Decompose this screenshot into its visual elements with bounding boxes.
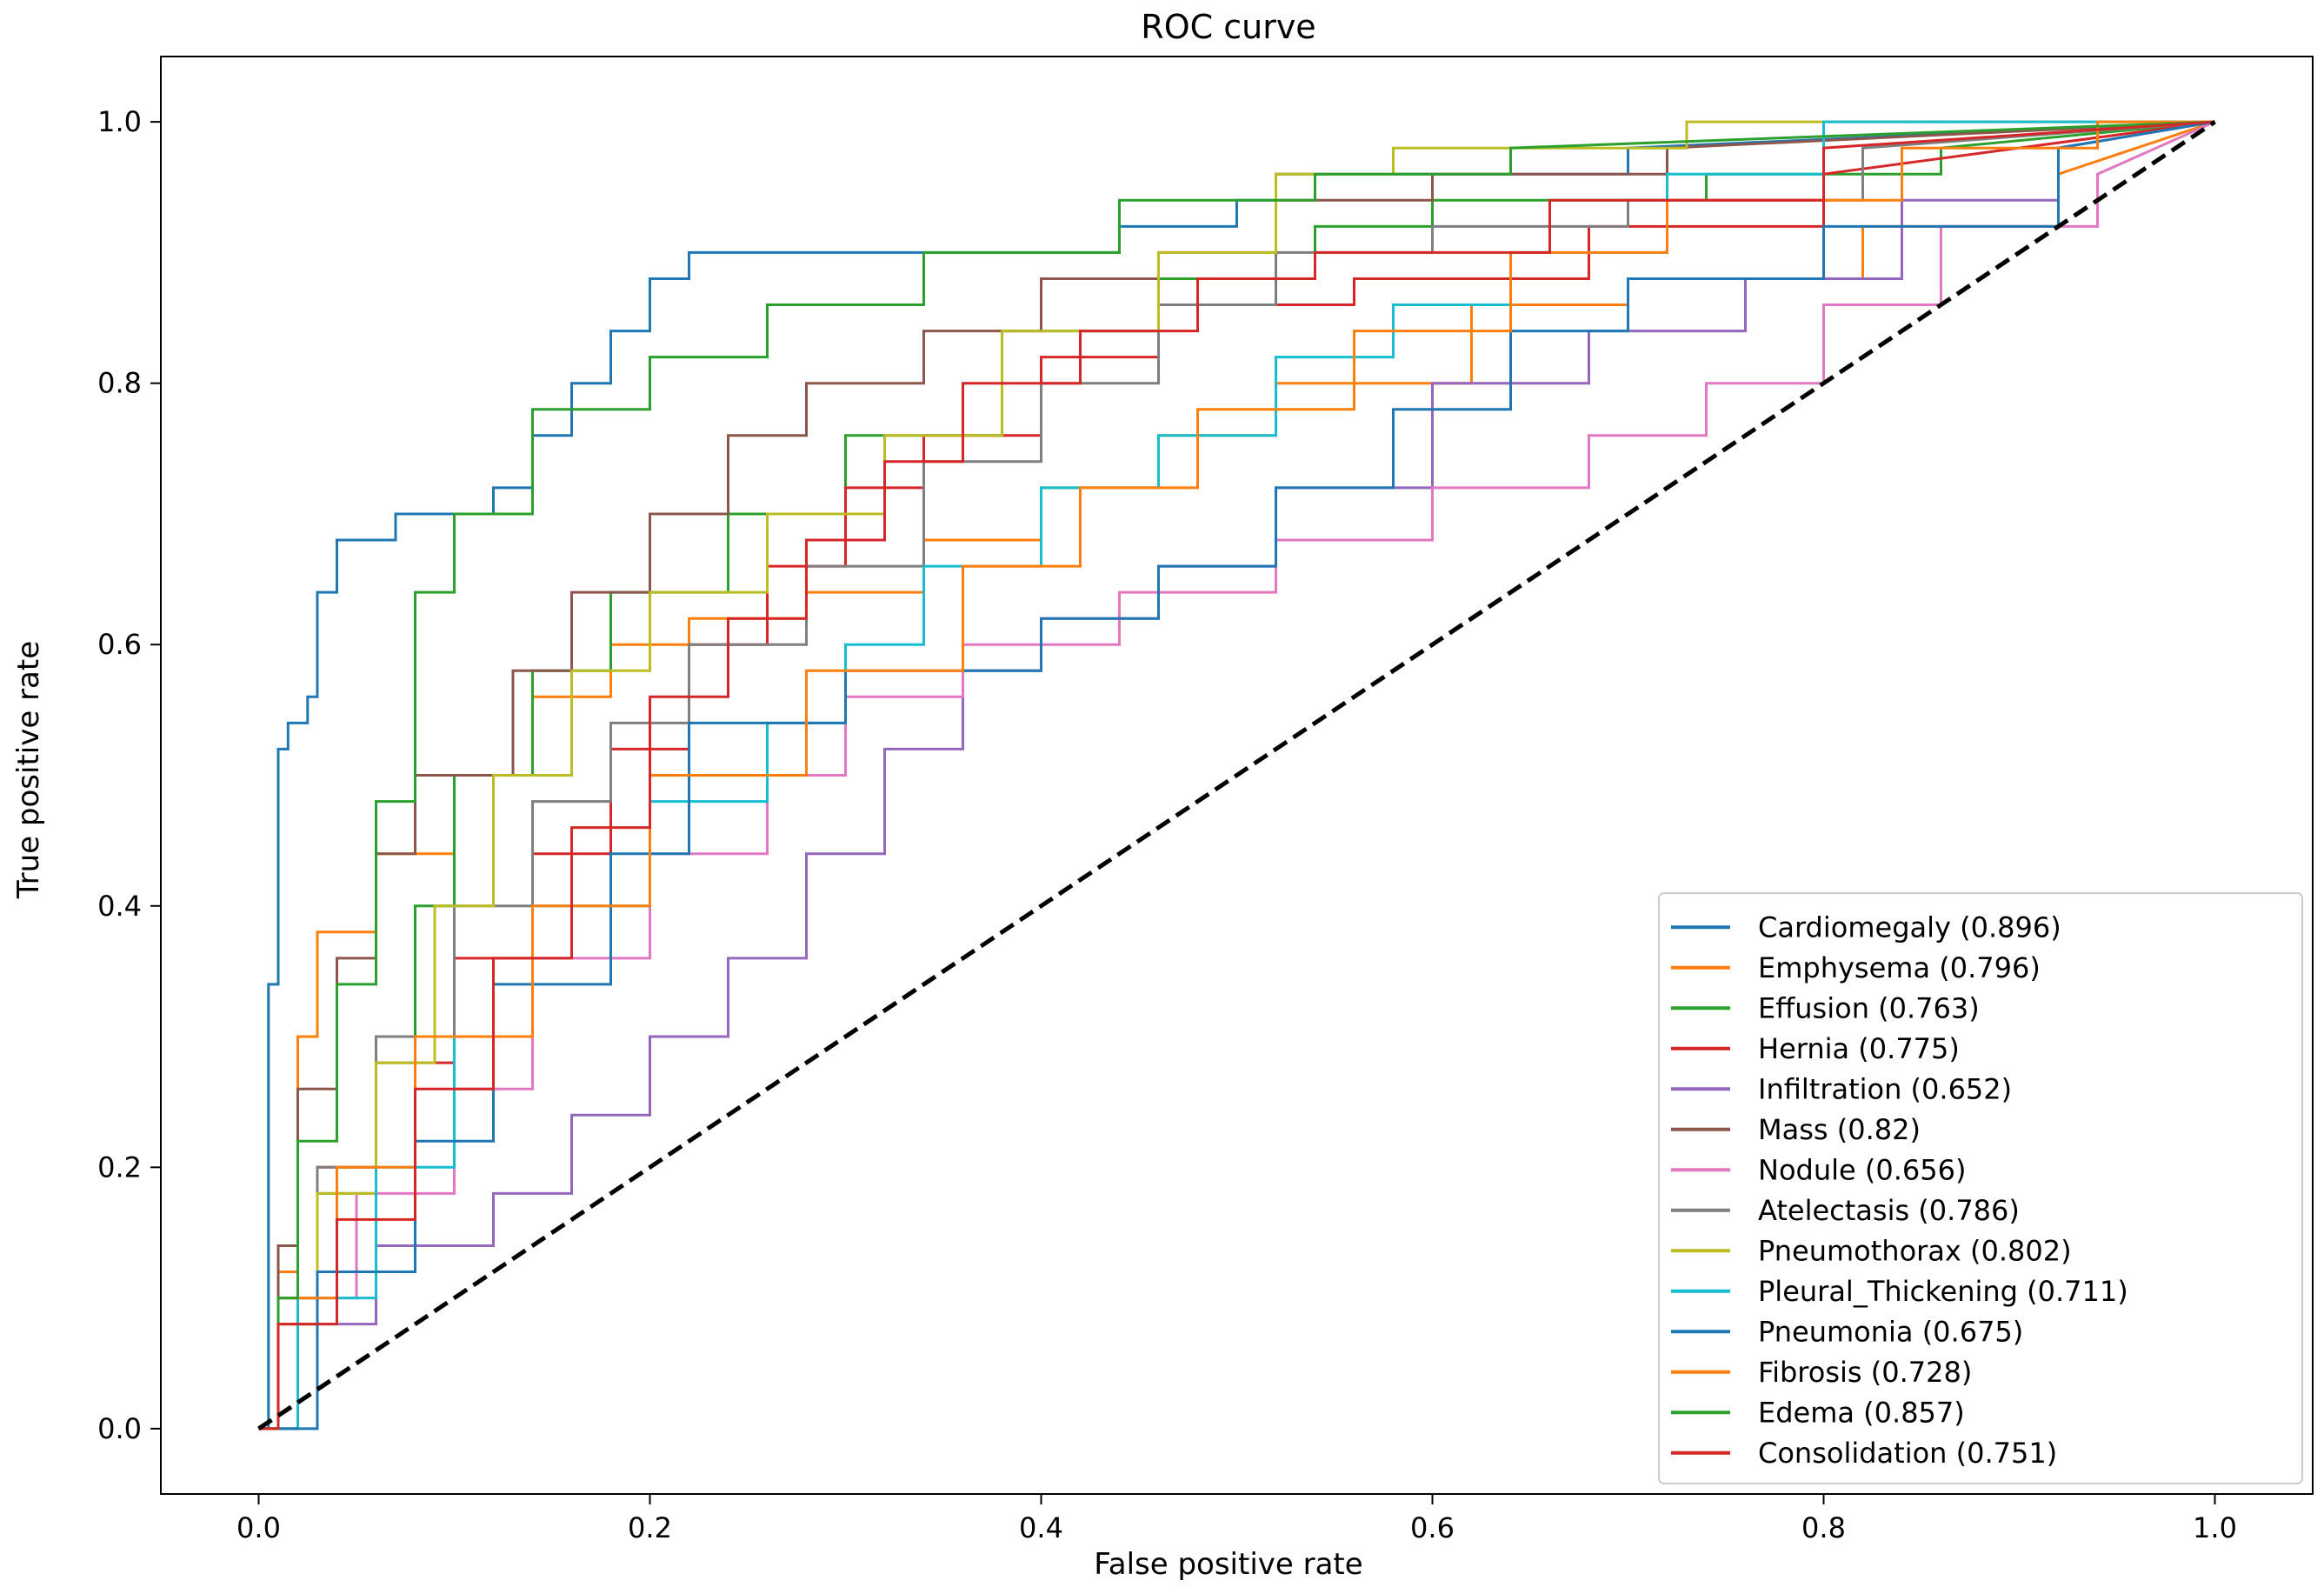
legend-label: Nodule (0.656) [1758,1153,1966,1186]
legend-label: Fibrosis (0.728) [1758,1356,1972,1389]
legend-label: Effusion (0.763) [1758,991,1980,1024]
x-tick-label: 1.0 [2193,1511,2237,1544]
y-tick-label: 0.0 [97,1412,142,1445]
legend-label: Pleural_Thickening (0.711) [1758,1275,2128,1308]
x-axis-ticks: 0.0 0.2 0.4 0.6 0.8 1.0 [236,1494,2237,1544]
y-tick-label: 0.6 [97,628,142,661]
chart-title: ROC curve [1141,8,1315,46]
roc-line-infiltration [258,120,2215,1431]
x-tick-label: 0.0 [236,1511,281,1544]
legend-label: Hernia (0.775) [1758,1032,1960,1065]
roc-line-consolidation [258,120,2215,1431]
roc-line-pneumothorax [258,120,2215,1431]
baseline-diagonal [257,120,2216,1431]
roc-series [257,120,2216,1431]
x-tick-label: 0.4 [1019,1511,1063,1544]
roc-line-pneumonia [258,120,2215,1431]
legend-label: Pneumothorax (0.802) [1758,1234,2072,1267]
legend-label: Infiltration (0.652) [1758,1072,2012,1105]
x-tick-label: 0.6 [1410,1511,1455,1544]
y-tick-label: 0.4 [97,890,142,923]
legend-label: Pneumonia (0.675) [1758,1315,2023,1348]
legend-label: Mass (0.82) [1758,1113,1921,1146]
legend-label: Atelectasis (0.786) [1758,1194,2020,1227]
x-tick-label: 0.2 [628,1511,672,1544]
y-tick-label: 0.2 [97,1150,142,1184]
legend-label: Edema (0.857) [1758,1396,1965,1429]
legend: Cardiomegaly (0.896) Emphysema (0.796) Eff… [1658,892,2303,1484]
legend-label: Cardiomegaly (0.896) [1758,910,2061,944]
x-axis-label: False positive rate [1094,1547,1362,1582]
y-axis-ticks: 0.0 0.2 0.4 0.6 0.8 1.0 [97,105,161,1445]
legend-box [1658,892,2303,1484]
x-tick-label: 0.8 [1801,1511,1846,1544]
y-axis-label: True positive rate [11,641,46,899]
y-tick-label: 0.8 [97,367,142,400]
legend-label: Emphysema (0.796) [1758,951,2041,984]
legend-label: Consolidation (0.751) [1758,1437,2057,1470]
y-tick-label: 1.0 [97,105,142,138]
roc-line-edema [258,120,2215,1431]
